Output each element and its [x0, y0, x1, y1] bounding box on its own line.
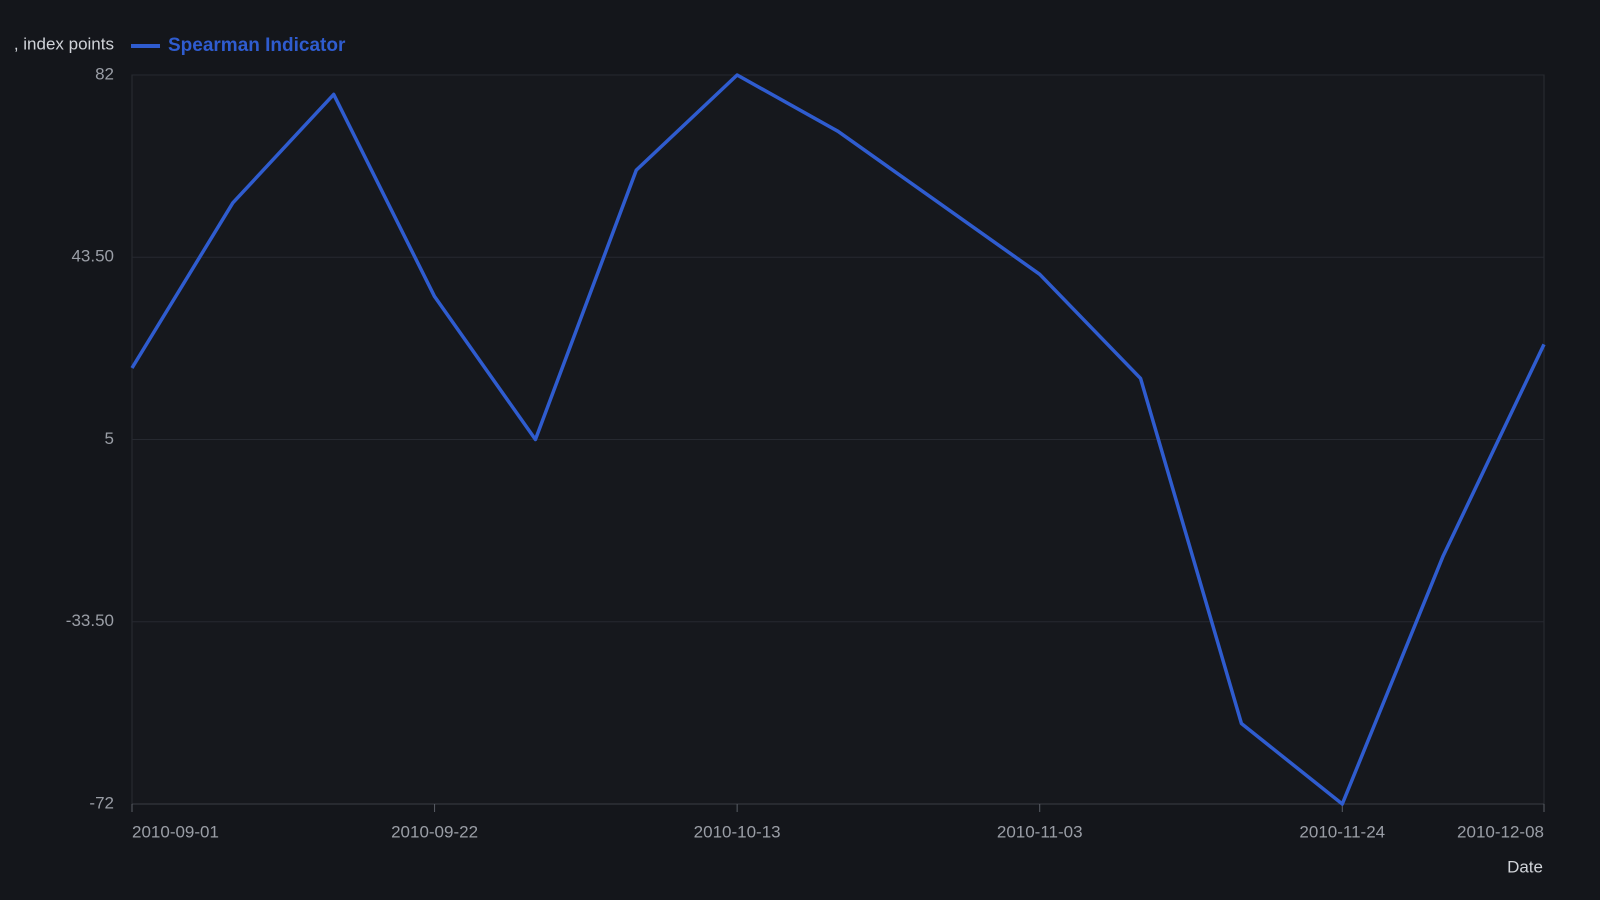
x-tick-label: 2010-09-22	[391, 822, 478, 841]
y-tick-label: -33.50	[66, 611, 114, 630]
legend-label: Spearman Indicator	[168, 35, 346, 56]
y-tick-label: -72	[89, 793, 114, 812]
x-tick-label: 2010-10-13	[694, 822, 781, 841]
data-line	[130, 73, 1546, 806]
y-tick-label: 82	[95, 64, 114, 83]
y-tick-label: 5	[105, 429, 114, 448]
x-axis-label: Date	[1507, 857, 1543, 876]
y-axis-label: , index points	[14, 34, 114, 53]
y-tick-label: 43.50	[71, 247, 114, 266]
x-tick-label: 2010-09-01	[132, 822, 219, 841]
x-tick-label: 2010-11-24	[1299, 822, 1385, 841]
x-tick-label: 2010-11-03	[997, 822, 1083, 841]
x-tick-label: 2010-12-08	[1457, 822, 1544, 841]
